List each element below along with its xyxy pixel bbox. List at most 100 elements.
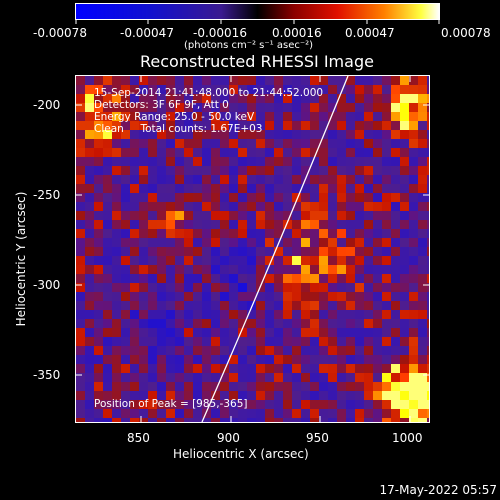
x-tick-label: 1000 (392, 431, 423, 445)
heatmap-cell (229, 157, 238, 166)
heatmap-cell (247, 211, 256, 220)
heatmap-cell (166, 139, 175, 148)
heatmap-cell (121, 337, 130, 346)
heatmap-cell (94, 121, 103, 130)
heatmap-cell (148, 175, 157, 184)
heatmap-cell (157, 229, 166, 238)
heatmap-cell (220, 229, 229, 238)
heatmap-cell (112, 274, 121, 283)
heatmap-cell (283, 328, 292, 337)
heatmap-cell (130, 85, 139, 94)
heatmap-cell (292, 418, 301, 422)
heatmap-cell (139, 310, 148, 319)
heatmap-cell (238, 112, 247, 121)
heatmap-cell (103, 121, 112, 130)
heatmap-cell (274, 184, 283, 193)
heatmap-cell (193, 85, 202, 94)
heatmap-cell (148, 121, 157, 130)
heatmap-cell (283, 319, 292, 328)
heatmap-cell (292, 157, 301, 166)
heatmap-cell (274, 247, 283, 256)
heatmap-cell (202, 355, 211, 364)
heatmap-cell (337, 103, 346, 112)
heatmap-cell (319, 310, 328, 319)
heatmap-cell (139, 265, 148, 274)
y-tick-label: -300 (33, 278, 61, 292)
heatmap-cell (184, 418, 193, 422)
heatmap-cell (382, 310, 391, 319)
heatmap-cell (373, 130, 382, 139)
heatmap-cell (364, 103, 373, 112)
heatmap-cell (328, 337, 337, 346)
heatmap-cell (157, 76, 166, 85)
heatmap-cell (202, 166, 211, 175)
heatmap-cell (184, 76, 193, 85)
heatmap-cell (292, 202, 301, 211)
heatmap-cell (310, 112, 319, 121)
heatmap-cell (139, 175, 148, 184)
heatmap-cell (139, 130, 148, 139)
heatmap-cell (328, 364, 337, 373)
heatmap-cell (139, 382, 148, 391)
heatmap-cell (400, 130, 409, 139)
heatmap-cell (85, 364, 94, 373)
heatmap-cell (400, 256, 409, 265)
heatmap-cell (76, 274, 85, 283)
heatmap-cell (85, 319, 94, 328)
heatmap-cell (418, 193, 427, 202)
heatmap-cell (202, 319, 211, 328)
heatmap-cell (238, 175, 247, 184)
heatmap-cell (220, 301, 229, 310)
heatmap-cell (175, 283, 184, 292)
heatmap-cell (157, 382, 166, 391)
heatmap-cell (220, 364, 229, 373)
heatmap-cell (346, 292, 355, 301)
heatmap-cell (373, 382, 382, 391)
heatmap-cell (193, 418, 202, 422)
heatmap-cell (337, 94, 346, 103)
heatmap-cell (283, 112, 292, 121)
heatmap-cell (409, 94, 418, 103)
heatmap-cell (139, 409, 148, 418)
heatmap-cell (391, 157, 400, 166)
heatmap-cell (202, 112, 211, 121)
heatmap-cell (175, 157, 184, 166)
heatmap-cell (175, 202, 184, 211)
heatmap-cell (184, 382, 193, 391)
heatmap-cell (409, 220, 418, 229)
heatmap-cell (328, 121, 337, 130)
heatmap-cell (337, 391, 346, 400)
heatmap-cell (103, 310, 112, 319)
heatmap-cell (148, 301, 157, 310)
heatmap-cell (337, 382, 346, 391)
heatmap-cell (337, 301, 346, 310)
heatmap-cell (274, 193, 283, 202)
heatmap-cell (373, 418, 382, 422)
y-tick-label: -350 (33, 368, 61, 382)
heatmap-cell (238, 292, 247, 301)
heatmap-cell (112, 166, 121, 175)
heatmap-cell (184, 400, 193, 409)
heatmap-cell (112, 310, 121, 319)
heatmap-cell (121, 319, 130, 328)
heatmap-cell (319, 328, 328, 337)
heatmap-cell (310, 229, 319, 238)
heatmap-cell (193, 238, 202, 247)
heatmap-cell (292, 391, 301, 400)
heatmap-cell (220, 211, 229, 220)
heatmap-cell (121, 301, 130, 310)
heatmap-cell (166, 247, 175, 256)
heatmap-cell (184, 337, 193, 346)
heatmap-cell (193, 301, 202, 310)
heatmap-cell (427, 274, 429, 283)
heatmap-cell (391, 85, 400, 94)
heatmap-cell (301, 103, 310, 112)
heatmap-cell (175, 121, 184, 130)
heatmap-cell (112, 337, 121, 346)
heatmap-cell (409, 391, 418, 400)
heatmap-cell (121, 247, 130, 256)
heatmap-cell (409, 319, 418, 328)
heatmap-cell (139, 148, 148, 157)
heatmap-cell (76, 130, 85, 139)
heatmap-cell (130, 112, 139, 121)
